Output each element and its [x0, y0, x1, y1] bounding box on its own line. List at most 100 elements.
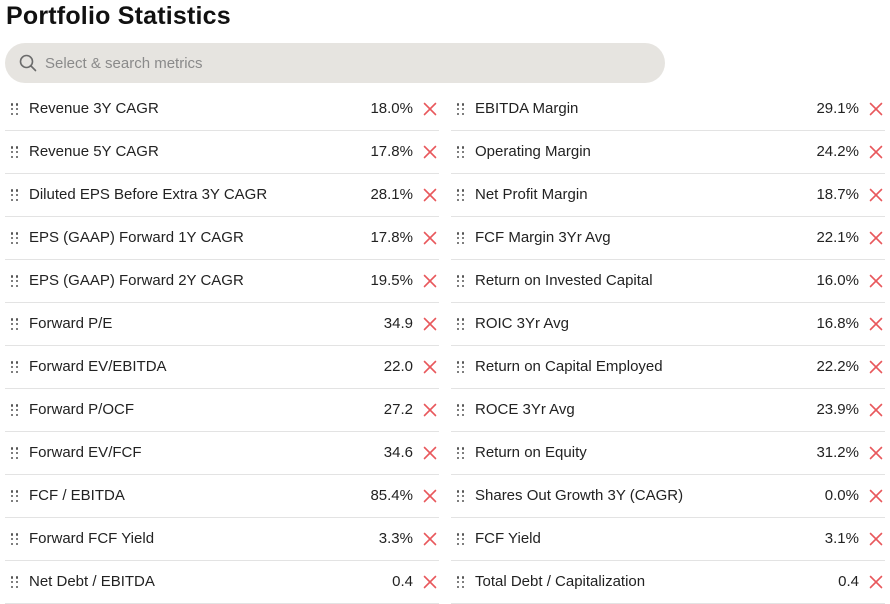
remove-metric-button[interactable] [421, 487, 439, 505]
metric-label: Forward EV/EBITDA [29, 358, 167, 375]
remove-metric-button[interactable] [421, 229, 439, 247]
remove-metric-button[interactable] [867, 530, 885, 548]
close-icon [869, 145, 883, 159]
search-icon [17, 52, 39, 74]
drag-handle-icon[interactable] [9, 403, 19, 417]
remove-metric-button[interactable] [867, 186, 885, 204]
close-icon [869, 188, 883, 202]
drag-handle-icon[interactable] [9, 489, 19, 503]
metric-value: 0.4 [392, 573, 413, 590]
metric-row: EPS (GAAP) Forward 2Y CAGR 19.5% [5, 260, 439, 303]
remove-metric-button[interactable] [867, 358, 885, 376]
drag-handle-icon[interactable] [455, 274, 465, 288]
drag-handle-icon[interactable] [455, 403, 465, 417]
drag-handle-icon[interactable] [455, 532, 465, 546]
drag-handle-icon[interactable] [9, 274, 19, 288]
drag-handle-icon[interactable] [9, 102, 19, 116]
remove-metric-button[interactable] [421, 530, 439, 548]
remove-metric-button[interactable] [867, 487, 885, 505]
metric-label: Total Debt / Capitalization [475, 573, 646, 590]
metric-search-bar[interactable] [5, 43, 665, 83]
remove-metric-button[interactable] [867, 401, 885, 419]
remove-metric-button[interactable] [421, 272, 439, 290]
metric-label: FCF Margin 3Yr Avg [475, 229, 611, 246]
metric-row: EPS (GAAP) Forward 1Y CAGR 17.8% [5, 217, 439, 260]
metric-value: 0.4 [838, 573, 859, 590]
drag-handle-icon[interactable] [9, 188, 19, 202]
drag-handle-icon[interactable] [455, 231, 465, 245]
remove-metric-button[interactable] [867, 272, 885, 290]
metric-value: 27.2 [383, 401, 413, 418]
drag-handle-icon[interactable] [9, 317, 19, 331]
metric-row: Return on Invested Capital 16.0% [451, 260, 885, 303]
metrics-column-right: EBITDA Margin 29.1% Operating Margin 24.2% N… [451, 88, 885, 604]
metric-value: 17.8% [370, 229, 413, 246]
metrics-column-left: Revenue 3Y CAGR 18.0% Revenue 5Y CAGR 17.8%… [5, 88, 439, 604]
drag-handle-icon[interactable] [455, 446, 465, 460]
metric-search-input[interactable] [45, 54, 665, 72]
metric-row: ROIC 3Yr Avg 16.8% [451, 303, 885, 346]
remove-metric-button[interactable] [421, 186, 439, 204]
metric-value: 16.8% [816, 315, 859, 332]
remove-metric-button[interactable] [421, 143, 439, 161]
metric-value: 34.6 [383, 444, 413, 461]
drag-handle-icon[interactable] [9, 231, 19, 245]
drag-handle-icon[interactable] [9, 446, 19, 460]
close-icon [869, 489, 883, 503]
metric-value: 23.9% [816, 401, 859, 418]
remove-metric-button[interactable] [421, 444, 439, 462]
remove-metric-button[interactable] [421, 401, 439, 419]
metric-value: 0.0% [824, 487, 859, 504]
metric-label: FCF / EBITDA [29, 487, 125, 504]
drag-handle-icon[interactable] [9, 145, 19, 159]
remove-metric-button[interactable] [421, 100, 439, 118]
close-icon [423, 231, 437, 245]
drag-handle-icon[interactable] [455, 360, 465, 374]
metric-label: EPS (GAAP) Forward 2Y CAGR [29, 272, 244, 289]
drag-handle-icon[interactable] [455, 145, 465, 159]
metric-value: 18.0% [370, 100, 413, 117]
metric-row: Return on Capital Employed 22.2% [451, 346, 885, 389]
remove-metric-button[interactable] [867, 100, 885, 118]
remove-metric-button[interactable] [867, 229, 885, 247]
close-icon [869, 446, 883, 460]
metric-row: Net Profit Margin 18.7% [451, 174, 885, 217]
metric-value: 24.2% [816, 143, 859, 160]
close-icon [423, 575, 437, 589]
metric-value: 16.0% [816, 272, 859, 289]
drag-handle-icon[interactable] [455, 188, 465, 202]
drag-handle-icon[interactable] [9, 575, 19, 589]
close-icon [869, 231, 883, 245]
metric-label: ROIC 3Yr Avg [475, 315, 569, 332]
remove-metric-button[interactable] [421, 358, 439, 376]
remove-metric-button[interactable] [867, 444, 885, 462]
drag-handle-icon[interactable] [455, 575, 465, 589]
drag-handle-icon[interactable] [455, 102, 465, 116]
remove-metric-button[interactable] [421, 315, 439, 333]
remove-metric-button[interactable] [867, 315, 885, 333]
remove-metric-button[interactable] [867, 573, 885, 591]
close-icon [869, 360, 883, 374]
metric-label: FCF Yield [475, 530, 541, 547]
drag-handle-icon[interactable] [455, 489, 465, 503]
metric-value: 28.1% [370, 186, 413, 203]
close-icon [423, 102, 437, 116]
metric-row: Diluted EPS Before Extra 3Y CAGR 28.1% [5, 174, 439, 217]
metric-label: Forward P/OCF [29, 401, 135, 418]
metric-row: FCF Margin 3Yr Avg 22.1% [451, 217, 885, 260]
drag-handle-icon[interactable] [9, 360, 19, 374]
metric-label: Return on Capital Employed [475, 358, 663, 375]
close-icon [869, 532, 883, 546]
metric-value: 22.1% [816, 229, 859, 246]
remove-metric-button[interactable] [421, 573, 439, 591]
drag-handle-icon[interactable] [9, 532, 19, 546]
metric-value: 22.2% [816, 358, 859, 375]
remove-metric-button[interactable] [867, 143, 885, 161]
close-icon [869, 102, 883, 116]
close-icon [423, 403, 437, 417]
metric-row: Return on Equity 31.2% [451, 432, 885, 475]
drag-handle-icon[interactable] [455, 317, 465, 331]
metric-value: 34.9 [383, 315, 413, 332]
metric-row: Forward EV/EBITDA 22.0 [5, 346, 439, 389]
metric-label: Return on Invested Capital [475, 272, 653, 289]
